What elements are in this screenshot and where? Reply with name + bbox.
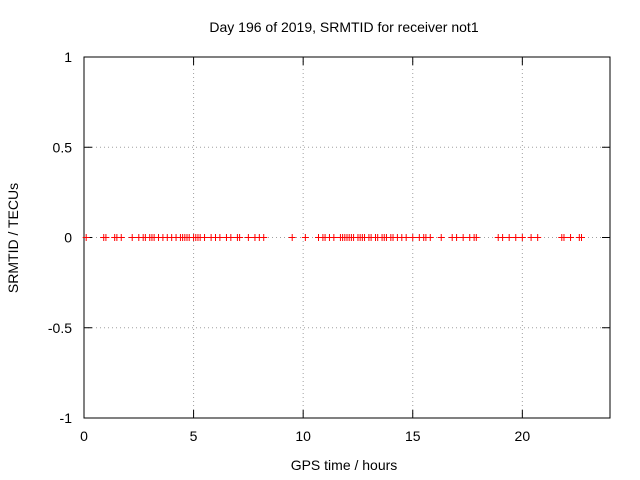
y-tick-label: -1 xyxy=(60,410,73,426)
y-tick-label: 0 xyxy=(64,230,72,246)
y-tick-label: 0.5 xyxy=(53,139,73,155)
x-tick-label: 5 xyxy=(190,428,198,444)
x-axis-label: GPS time / hours xyxy=(291,457,398,473)
axis-ticks: -1-0.500.510 5 10 15 20 xyxy=(48,49,610,444)
data-point xyxy=(82,234,90,241)
data-point xyxy=(426,234,434,241)
data-point xyxy=(518,234,526,241)
data-point xyxy=(330,234,338,241)
x-tick-label: 20 xyxy=(515,428,531,444)
y-tick-label: -0.5 xyxy=(48,320,72,336)
data-point xyxy=(301,234,309,241)
data-point xyxy=(260,234,268,241)
data-point xyxy=(409,234,417,241)
data-point xyxy=(437,234,445,241)
y-tick-label: 1 xyxy=(64,49,72,65)
y-axis-label: SRMTID / TECUs xyxy=(5,183,21,293)
data-point xyxy=(402,234,410,241)
chart-title: Day 196 of 2019, SRMTID for receiver not… xyxy=(209,19,478,35)
data-point xyxy=(117,234,125,241)
data-point xyxy=(453,234,461,241)
data-point xyxy=(216,234,224,241)
data-point xyxy=(560,234,568,241)
data-point xyxy=(244,234,252,241)
data-point xyxy=(534,234,542,241)
data-point xyxy=(527,234,535,241)
data-point xyxy=(459,234,467,241)
data-point xyxy=(236,234,244,241)
data-point xyxy=(102,234,110,241)
data-point xyxy=(567,234,575,241)
data-point xyxy=(288,234,296,241)
data-point xyxy=(227,234,235,241)
x-tick-label: 0 xyxy=(80,428,88,444)
data-point xyxy=(512,234,520,241)
data-point xyxy=(578,234,586,241)
data-point xyxy=(499,234,507,241)
data-point xyxy=(505,234,513,241)
data-point xyxy=(201,234,209,241)
data-point xyxy=(472,234,480,241)
x-tick-label: 15 xyxy=(405,428,421,444)
data-points xyxy=(82,234,586,241)
data-point xyxy=(128,234,136,241)
x-tick-label: 10 xyxy=(295,428,311,444)
